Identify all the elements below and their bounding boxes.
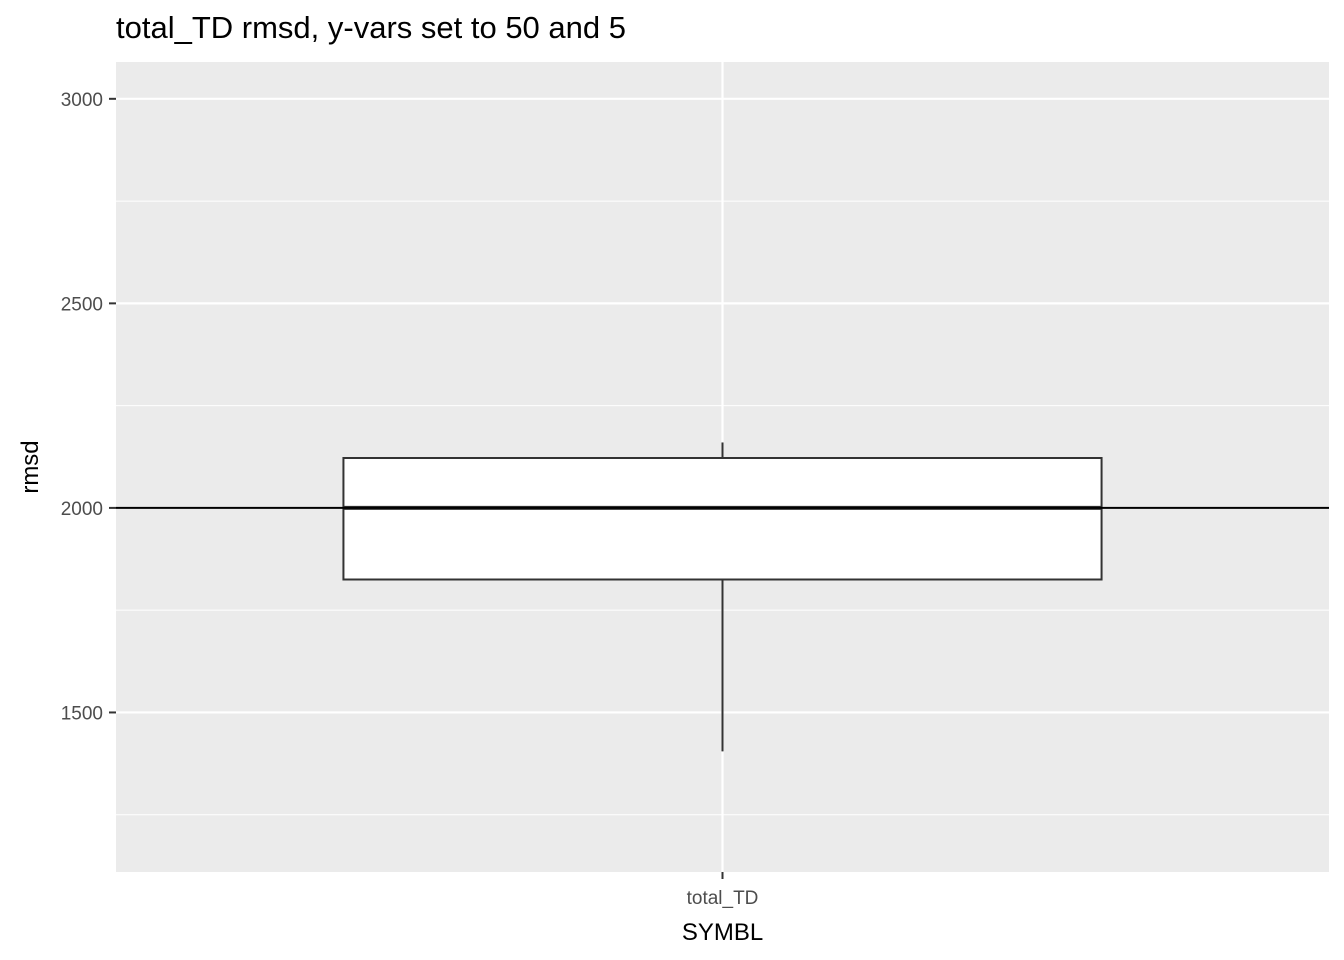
chart-title: total_TD rmsd, y-vars set to 50 and 5 <box>116 10 626 45</box>
x-tick-label: total_TD <box>687 888 759 909</box>
box-iqr <box>342 457 1103 581</box>
y-tick-label: 3000 <box>61 90 103 111</box>
y-tick-label: 2000 <box>61 499 103 520</box>
y-tick-label: 2500 <box>61 294 103 315</box>
y-axis-title: rmsd <box>17 440 44 493</box>
x-axis-title: SYMBL <box>682 919 763 946</box>
y-tick-label: 1500 <box>61 703 103 724</box>
